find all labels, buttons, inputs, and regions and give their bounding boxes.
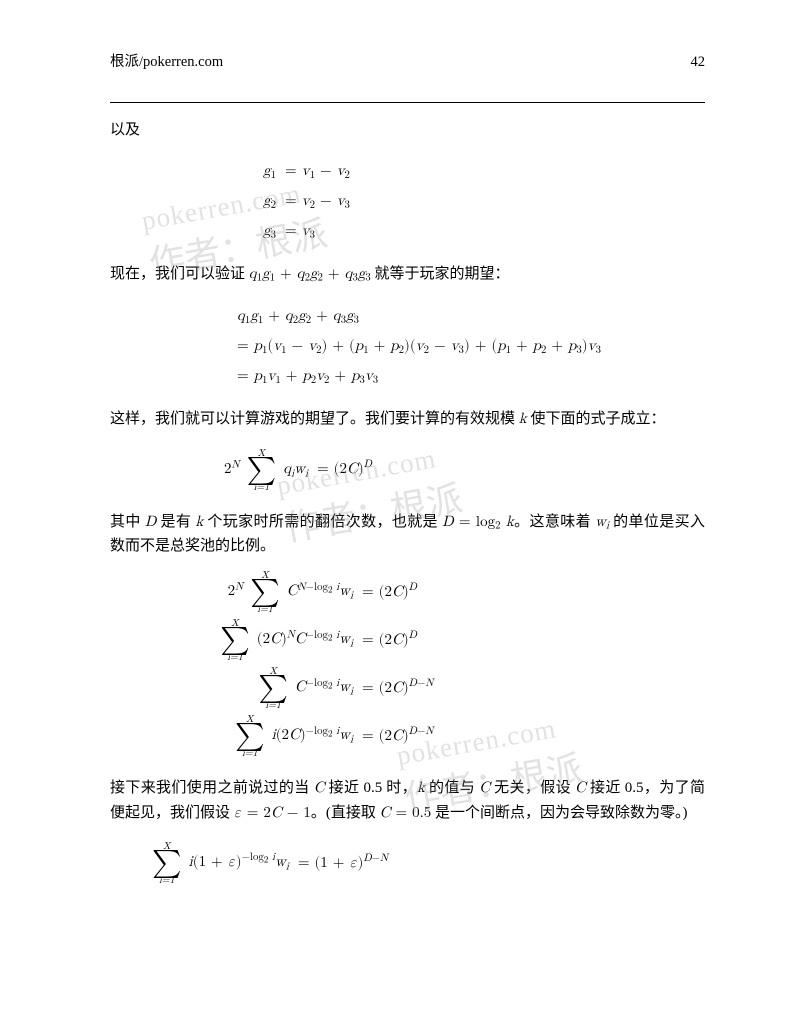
eq-block-c: 2N X∑i=1 CN−log2 iwi = (2C)D X∑i=1 (2C)N… [110,568,705,760]
para-3: 这样，我们就可以计算游戏的期望了。我们要计算的有效规模 k 使下面的式子成立： [110,407,705,431]
eq-c1: 2N X∑i=1 CN−log2 iwi = (2C)D [140,568,705,616]
eq-block-s: 2N X∑i=1 qiwi = (2C)D [110,446,705,494]
site-label: 根派/pokerren.com [110,52,223,74]
para-1: 以及 [110,119,705,142]
eq-g1: g1 = v1 − v2 [250,156,705,186]
eq-c2: X∑i=1 (2C)NC−log2 iwi = (2C)D [140,616,705,664]
header-rule [110,102,705,103]
eq-g2: g2 = v2 − v3 [250,186,705,216]
eq-c4: X∑i=1 i(2C)−log2 iwi = (2C)D−N [140,712,705,760]
eq-b2: = p1(v1 − v2) + (p1 + p2)(v2 − v3) + (p1… [220,331,705,361]
page-body: 根派/pokerren.com 42 pokerren.com 作者：根派 po… [0,0,800,887]
eq-c3: X∑i=1 C−log2 iwi = (2C)D−N [140,664,705,712]
eq-block-d: X∑i=1 i(1 + ε)−log2 iwi = (1 + ε)D−N [110,839,705,887]
para-5: 接下来我们使用之前说过的当 C 接近 0.5 时，k 的值与 C 无关，假设 C… [110,776,705,825]
eq-b3: = p1v1 + p2v2 + p3v3 [220,361,705,391]
page-number: 42 [691,52,706,74]
para-2: 现在，我们可以验证 q1g1 + q2g2 + q3g3 就等于玩家的期望： [110,262,705,287]
eq-d1: X∑i=1 i(1 + ε)−log2 iwi = (1 + ε)D−N [150,839,705,887]
eq-s1: 2N X∑i=1 qiwi = (2C)D [170,446,705,494]
eq-g3: g3 = v3 [250,216,705,246]
eq-block-b: q1g1 + q2g2 + q3g3 = p1(v1 − v2) + (p1 +… [110,301,705,391]
para-4: 其中 D 是有 k 个玩家时所需的翻倍次数，也就是 D = log2 k。这意味… [110,510,705,559]
eq-b1: q1g1 + q2g2 + q3g3 [220,301,705,331]
eq-block-g: g1 = v1 − v2 g2 = v2 − v3 g3 = v3 [110,156,705,246]
page-header: 根派/pokerren.com 42 [110,52,705,74]
